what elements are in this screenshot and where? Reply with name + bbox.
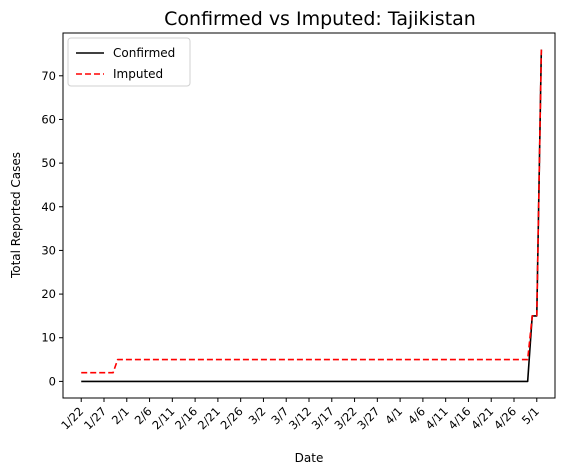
y-tick-label: 40 [41,200,56,214]
x-tick-label: 1/22 [58,404,86,432]
x-tick-label: 4/11 [423,404,451,432]
x-tick-label: 4/26 [491,404,519,432]
x-tick-label: 3/2 [246,404,269,427]
x-tick-label: 4/16 [445,404,473,432]
x-axis: 1/221/27 2/1 2/62/112/162/212/26 3/2 3/73/12… [58,398,542,432]
series-line-confirmed [81,49,543,383]
x-tick-label: 3/17 [309,404,337,432]
plot-frame [62,32,556,399]
x-tick-label: 2/1 [109,404,132,427]
legend-label-imputed: Imputed [113,67,163,81]
series-layer [81,49,543,383]
x-tick-label: 4/1 [382,404,405,427]
x-tick-label: 3/22 [332,404,360,432]
x-tick-label: 3/27 [354,404,382,432]
x-tick-label: 2/26 [218,404,246,432]
y-axis-label: Total Reported Cases [9,152,23,279]
x-tick-label: 3/12 [286,404,314,432]
series-line-imputed [81,49,543,374]
x-axis-label: Date [295,451,324,465]
y-tick-label: 30 [41,243,56,257]
y-tick-label: 10 [41,331,56,345]
x-tick-label: 4/21 [468,404,496,432]
y-tick-label: 50 [41,156,56,170]
chart-title: Confirmed vs Imputed: Tajikistan [164,8,476,30]
x-tick-label: 2/16 [172,404,200,432]
y-axis: 0 10 20 30 40 50 60 70 [41,69,63,388]
y-tick-label: 70 [41,69,56,83]
x-tick-label: 5/1 [519,404,542,427]
x-tick-label: 2/21 [195,404,223,432]
y-tick-label: 20 [41,287,56,301]
x-tick-label: 2/11 [149,404,177,432]
legend-label-confirmed: Confirmed [113,46,175,60]
y-tick-label: 60 [41,112,56,126]
y-tick-label: 0 [49,374,56,388]
legend: Confirmed Imputed [67,37,191,87]
x-tick-label: 1/27 [81,404,109,432]
